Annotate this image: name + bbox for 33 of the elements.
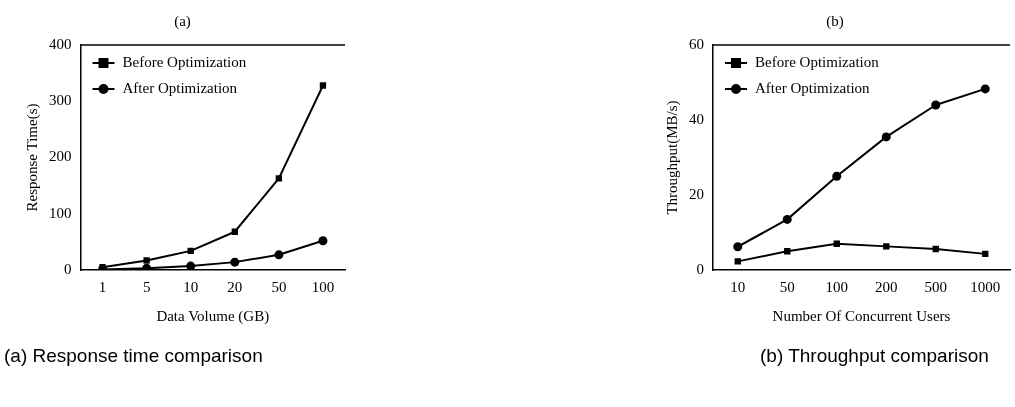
y-tick-label: 40: [689, 110, 704, 127]
x-tick-label: 20: [227, 278, 243, 295]
x-tick-label: 10: [730, 278, 746, 295]
y-tick-label: 0: [64, 260, 72, 277]
text: (a) Response time comparison: [4, 345, 263, 367]
y-tick-label: 300: [49, 92, 72, 109]
legend-label: Before Optimization: [755, 53, 880, 70]
y-axis-title: Response Time(s): [23, 103, 41, 212]
legend-label: After Optimization: [122, 79, 238, 96]
x-tick-label: 200: [875, 278, 898, 295]
y-tick-label: 60: [689, 35, 704, 52]
chart-title: (a): [174, 12, 191, 30]
x-axis-title: Number Of Concurrent Users: [772, 307, 951, 324]
x-axis-title: Data Volume (GB): [156, 307, 270, 325]
x-tick-label: 100: [825, 278, 848, 295]
x-tick-label: 1000: [970, 278, 1001, 295]
x-tick-label: 10: [183, 278, 199, 295]
x-tick-label: 50: [271, 278, 287, 295]
y-tick-label: 20: [689, 185, 704, 202]
y-tick-label: 0: [696, 260, 704, 277]
y-axis-title: Throughput(MB/s): [663, 100, 681, 215]
y-tick-label: 400: [49, 35, 72, 52]
text: (b) Throughput comparison: [760, 345, 989, 367]
x-tick-label: 100: [311, 278, 335, 295]
x-tick-label: 500: [924, 278, 947, 295]
x-tick-label: 1: [98, 278, 107, 295]
x-tick-label: 5: [142, 278, 151, 295]
legend-label: Before Optimization: [122, 53, 247, 70]
legend-label: After Optimization: [755, 79, 871, 96]
y-tick-label: 200: [49, 148, 72, 165]
y-tick-label: 100: [49, 204, 72, 221]
chart-title: (b): [826, 12, 844, 30]
x-tick-label: 50: [779, 278, 795, 295]
